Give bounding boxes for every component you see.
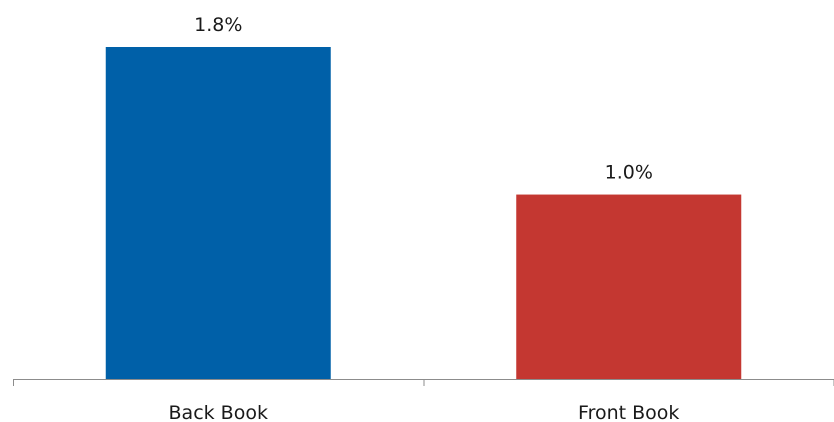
x-axis: Back Book Front Book [13,379,834,422]
bar-back-book [105,47,331,379]
tick-label-back-book: Back Book [169,402,268,422]
data-label-back-book: 1.8% [194,14,242,36]
data-label-front-book: 1.0% [605,162,653,184]
tick-label-front-book: Front Book [578,402,679,422]
bars-group [105,47,742,379]
bar-front-book [516,194,742,379]
data-labels-group: 1.8% 1.0% [194,14,653,184]
